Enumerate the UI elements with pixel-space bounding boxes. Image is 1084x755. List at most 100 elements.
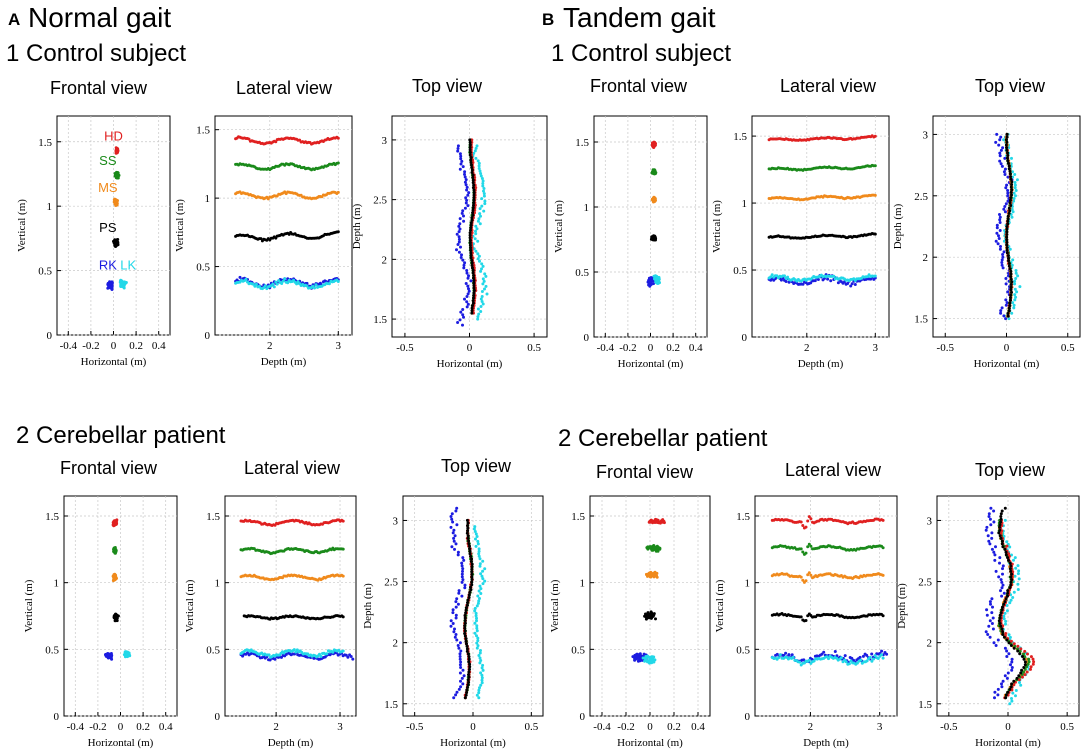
- marker-RK: [449, 515, 453, 518]
- marker-RK: [779, 278, 783, 282]
- marker-LK: [1012, 590, 1016, 594]
- marker-LK: [777, 656, 781, 660]
- marker-RK: [467, 191, 471, 195]
- marker-LK: [480, 300, 484, 303]
- marker-PS: [472, 188, 476, 192]
- marker-LK: [873, 274, 877, 278]
- marker-PS: [469, 221, 473, 225]
- marker-RK: [454, 509, 458, 513]
- x-tick-label: -0.4: [60, 340, 78, 352]
- marker-PS: [1006, 214, 1010, 218]
- marker-RK: [459, 660, 463, 664]
- series-RK: [106, 280, 114, 291]
- marker-LK: [125, 653, 129, 656]
- legend-label-RK: RK: [99, 257, 117, 272]
- marker-SS: [806, 545, 810, 549]
- marker-LK: [476, 644, 480, 648]
- marker-PS: [1009, 198, 1012, 202]
- marker-RK: [1002, 207, 1006, 211]
- marker-LK: [478, 562, 482, 566]
- y-tick-label: 0: [745, 711, 751, 723]
- marker-LK: [475, 634, 478, 638]
- y-tick-label: 1.5: [575, 137, 589, 149]
- marker-HD: [1031, 662, 1035, 666]
- marker-LK: [475, 693, 479, 697]
- marker-LK: [479, 572, 483, 576]
- marker-LK: [876, 657, 880, 660]
- marker-PS: [1004, 143, 1008, 147]
- marker-RK: [461, 682, 465, 686]
- marker-LK: [1011, 596, 1015, 599]
- marker-LK: [275, 282, 279, 286]
- marker-PS: [1010, 180, 1014, 184]
- marker-PS: [466, 534, 470, 538]
- marker-RK: [984, 630, 988, 634]
- marker-PS: [469, 554, 473, 558]
- marker-RK: [457, 235, 461, 239]
- marker-PS: [1007, 641, 1011, 645]
- marker-MS: [113, 202, 117, 206]
- marker-PS: [1007, 256, 1010, 260]
- marker-RK: [467, 274, 470, 278]
- marker-PS: [1023, 660, 1027, 664]
- marker-PS: [470, 306, 474, 310]
- marker-LK: [479, 683, 483, 687]
- marker-LK: [1013, 293, 1017, 297]
- marker-RK: [454, 633, 458, 636]
- marker-RK: [784, 280, 788, 283]
- marker-PS: [1006, 222, 1010, 226]
- marker-LK: [263, 284, 267, 288]
- marker-RK: [456, 147, 460, 150]
- marker-PS: [463, 626, 467, 630]
- marker-RK: [985, 525, 989, 529]
- marker-PS: [465, 603, 469, 607]
- marker-RK: [988, 600, 992, 604]
- marker-PS: [1005, 148, 1009, 152]
- marker-RK: [450, 545, 454, 549]
- marker-RK: [1000, 164, 1004, 168]
- marker-LK: [1008, 702, 1012, 706]
- marker-MS: [655, 574, 658, 578]
- marker-PS: [1006, 254, 1010, 258]
- marker-RK: [456, 321, 460, 324]
- marker-LK: [476, 594, 480, 598]
- marker-PS: [467, 539, 471, 543]
- marker-LK: [477, 696, 481, 700]
- marker-LK: [479, 269, 483, 273]
- marker-RK: [992, 641, 996, 645]
- marker-RK: [1010, 660, 1014, 664]
- marker-LK: [475, 144, 479, 148]
- marker-LK: [474, 156, 478, 160]
- x-axis-label: Horizontal (m): [440, 737, 506, 749]
- marker-RK: [458, 222, 462, 226]
- marker-LK: [1013, 282, 1017, 286]
- title-a1-lateral: Lateral view: [236, 78, 333, 98]
- marker-RK: [1001, 253, 1005, 256]
- series-RK: [984, 506, 1014, 700]
- marker-PS: [468, 236, 472, 240]
- marker-RK: [995, 226, 999, 230]
- marker-LK: [646, 654, 650, 658]
- marker-LK: [483, 272, 487, 276]
- series-MS: [239, 573, 345, 582]
- y-tick-label: 0.5: [733, 265, 747, 277]
- marker-RK: [460, 253, 463, 257]
- marker-LK: [484, 274, 488, 278]
- marker-PS: [468, 544, 471, 548]
- y-tick-label: 2.5: [914, 191, 928, 203]
- marker-PS: [469, 588, 473, 592]
- marker-LK: [1014, 566, 1018, 570]
- title-a2-top: Top view: [441, 456, 512, 476]
- marker-LK: [1016, 564, 1020, 568]
- y-tick-label: 2.5: [384, 577, 398, 589]
- marker-LK: [331, 650, 335, 654]
- y-tick-label: 1: [580, 578, 586, 590]
- marker-PS: [1008, 687, 1012, 691]
- marker-LK: [641, 656, 645, 660]
- marker-PS: [464, 606, 468, 610]
- marker-PS: [1004, 597, 1008, 601]
- marker-LK: [1012, 191, 1016, 195]
- marker-PS: [468, 143, 472, 147]
- marker-PS: [1006, 314, 1010, 318]
- x-axis-label: Depth (m): [261, 356, 307, 368]
